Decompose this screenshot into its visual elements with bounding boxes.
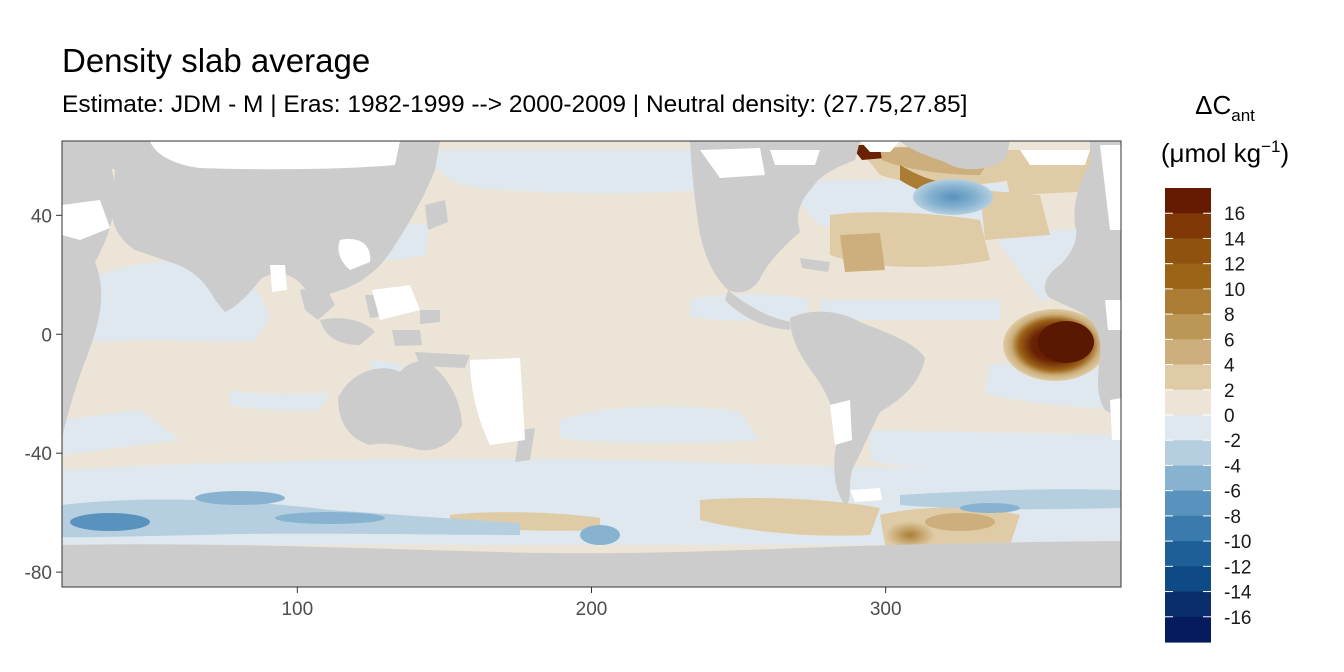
- y-axis: 40 0 -40 -80: [25, 206, 62, 584]
- colorbar-segment: [1165, 440, 1211, 467]
- colorbar-segment: [1165, 364, 1211, 391]
- colorbar-segment: [1165, 515, 1211, 542]
- south-america-land: [790, 311, 925, 505]
- colorbar-legend: ΔCant (μmol kg−1) 16 14 12 10 8 6 4 2 0 -2 -4 -6 -8 -…: [1161, 90, 1289, 643]
- europe-africa-land: [1044, 141, 1121, 420]
- legend-title: ΔCant: [1195, 90, 1255, 125]
- colorbar-label: 14: [1224, 229, 1246, 250]
- colorbar-label: -8: [1224, 507, 1241, 528]
- colorbar-label: 0: [1224, 406, 1235, 427]
- y-tick-label: 40: [31, 206, 52, 227]
- southern-positive-areas: [450, 497, 1020, 552]
- plot-title: Density slab average: [62, 42, 371, 79]
- colorbar-segment: [1165, 465, 1211, 492]
- colorbar-label: -16: [1224, 608, 1251, 629]
- colorbar-segment: [1165, 591, 1211, 618]
- y-tick-label: -40: [25, 444, 52, 465]
- colorbar-label: 12: [1224, 255, 1245, 276]
- colorbar-label: 16: [1224, 204, 1245, 225]
- y-tick-label: 0: [41, 325, 52, 346]
- x-tick-label: 300: [870, 599, 902, 620]
- colorbar-label: -2: [1224, 431, 1241, 452]
- colorbar-segment: [1165, 213, 1211, 240]
- legend-unit: (μmol kg−1): [1161, 137, 1289, 168]
- colorbar-segment: [1165, 314, 1211, 340]
- colorbar-label: 10: [1224, 280, 1245, 301]
- north-america-land: [690, 141, 860, 293]
- colorbar-segment: [1165, 339, 1211, 366]
- colorbar-label: -6: [1224, 482, 1241, 503]
- colorbar-segment: [1165, 490, 1211, 517]
- colorbar-label: -14: [1224, 583, 1252, 604]
- colorbar-label: 6: [1224, 330, 1235, 351]
- colorbar-segment: [1165, 541, 1211, 567]
- colorbar-label: -4: [1224, 456, 1241, 477]
- colorbar-label: 4: [1224, 356, 1235, 377]
- colorbar-segment: [1165, 188, 1211, 214]
- colorbar-label: -10: [1224, 532, 1251, 553]
- colorbar-segment: [1165, 566, 1211, 593]
- colorbar-segment: [1165, 263, 1211, 290]
- colorbar-segment: [1165, 616, 1211, 643]
- eurasia-land: [62, 141, 440, 312]
- y-tick-label: -80: [25, 563, 52, 584]
- colorbar-segment: [1165, 389, 1211, 416]
- antarctica-land: [62, 541, 1121, 587]
- colorbar-labels: 16 14 12 10 8 6 4 2 0 -2 -4 -6 -8 -10 -12 -14 -16: [1224, 204, 1252, 629]
- colorbar-label: 2: [1224, 381, 1235, 402]
- irminger-negative-anomaly: [913, 179, 993, 215]
- map-panel: [62, 141, 1121, 587]
- australia-land: [338, 361, 462, 451]
- colorbar-segment: [1165, 415, 1211, 441]
- x-tick-label: 100: [281, 599, 313, 620]
- colorbar: [1165, 188, 1211, 643]
- plot-subtitle: Estimate: JDM - M | Eras: 1982-1999 --> …: [62, 91, 968, 118]
- x-axis: 100 200 300: [281, 587, 902, 620]
- missing-data-areas: [62, 141, 1121, 502]
- equatorial-atlantic-core: [1038, 321, 1094, 363]
- southern-negative-band: [62, 489, 1121, 545]
- x-tick-label: 200: [576, 599, 608, 620]
- colorbar-segment: [1165, 288, 1211, 315]
- colorbar-label: -12: [1224, 557, 1251, 578]
- colorbar-segment: [1165, 238, 1211, 265]
- colorbar-label: 8: [1224, 305, 1235, 326]
